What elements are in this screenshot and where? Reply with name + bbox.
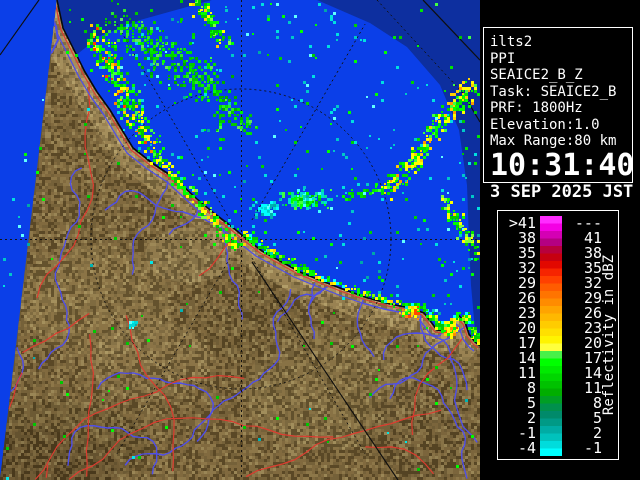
legend-rows: >41 --- 38 41 35 38 32 35 29 32 26 29 23 26 20 23 17 20 14… (502, 216, 618, 456)
legend-title: Reflectivity in dBZ (601, 254, 617, 416)
legend-row: 11 14 (502, 366, 618, 381)
legend-color-swatch (540, 426, 562, 441)
clock-date: 3 SEP 2025 JST (490, 181, 634, 202)
legend-right-label: -1 (583, 439, 602, 457)
legend-right-label: 11 (583, 379, 602, 397)
legend-color-swatch (540, 321, 562, 336)
legend-row: 38 41 (502, 231, 618, 246)
legend-color-swatch (540, 216, 562, 231)
legend-right-label: 2 (592, 424, 602, 442)
info-line: Max Range:80 km (490, 133, 617, 149)
legend-left-label: 11 (517, 364, 536, 382)
legend-left-label: 35 (517, 244, 536, 262)
legend-row: -1 2 (502, 426, 618, 441)
legend-row: 8 11 (502, 381, 618, 396)
legend-color-swatch (540, 366, 562, 381)
legend-right-label: --- (574, 214, 602, 232)
legend-row: 17 20 (502, 336, 618, 351)
legend-color-swatch (540, 381, 562, 396)
info-line: Task: SEAICE2_B (490, 83, 617, 100)
legend-right-label: 23 (583, 319, 602, 337)
legend-left-label: -1 (517, 424, 536, 442)
info-line: PRF: 1800Hz (490, 100, 583, 116)
info-line: Elevation:1.0 (490, 116, 600, 133)
legend-row: -4 -1 (502, 441, 618, 456)
reflectivity-legend: >41 --- 38 41 35 38 32 35 29 32 26 29 23 26 20 23 17 20 14… (497, 210, 623, 464)
legend-right-label: 35 (583, 259, 602, 277)
legend-left-label: 23 (517, 304, 536, 322)
info-line: PPI (490, 50, 516, 67)
legend-color-swatch (540, 336, 562, 351)
legend-title-wrap: Reflectivity in dBZ (600, 211, 618, 459)
legend-left-label: 5 (526, 394, 536, 412)
legend-right-label: 29 (583, 289, 602, 307)
legend-color-swatch (540, 246, 562, 261)
legend-right-label: 17 (583, 349, 602, 367)
legend-row: >41 --- (502, 216, 618, 231)
legend-left-label: 32 (517, 259, 536, 277)
legend-right-label: 20 (583, 334, 602, 352)
radar-info-lines: ilts2 PPI SEAICE2_B_Z Task: SEAICE2_B PRF: 1… (490, 34, 632, 150)
legend-right-label: 41 (583, 229, 602, 247)
legend-color-swatch (540, 411, 562, 426)
legend-color-swatch (540, 276, 562, 291)
legend-right-label: 5 (592, 409, 602, 427)
legend-left-label: 8 (526, 379, 536, 397)
legend-left-label: 20 (517, 319, 536, 337)
legend-left-label: 38 (517, 229, 536, 247)
legend-left-label: -4 (517, 439, 536, 457)
legend-row: 26 29 (502, 291, 618, 306)
legend-left-label: 17 (517, 334, 536, 352)
legend-left-label: >41 (508, 214, 536, 232)
legend-color-swatch (540, 441, 562, 456)
legend-row: 23 26 (502, 306, 618, 321)
legend-row: 29 32 (502, 276, 618, 291)
legend-color-swatch (540, 231, 562, 246)
legend-row: 35 38 (502, 246, 618, 261)
legend-left-label: 2 (526, 409, 536, 427)
legend-right-label: 32 (583, 274, 602, 292)
legend-color-swatch (540, 261, 562, 276)
legend-color-swatch (540, 291, 562, 306)
legend-color-swatch (540, 351, 562, 366)
clock-time: 10:31:40 (490, 147, 635, 183)
info-line: SEAICE2_B_Z (490, 67, 583, 83)
legend-right-label: 8 (592, 394, 602, 412)
legend-row: 32 35 (502, 261, 618, 276)
legend-left-label: 26 (517, 289, 536, 307)
legend-left-label: 29 (517, 274, 536, 292)
legend-color-swatch (540, 306, 562, 321)
legend-right-label: 26 (583, 304, 602, 322)
radar-info-panel: ilts2 PPI SEAICE2_B_Z Task: SEAICE2_B PRF: 1… (483, 27, 637, 201)
legend-color-swatch (540, 396, 562, 411)
legend-left-label: 14 (517, 349, 536, 367)
legend-row: 20 23 (502, 321, 618, 336)
legend-right-label: 14 (583, 364, 602, 382)
info-line: ilts2 (490, 34, 533, 50)
legend-right-label: 38 (583, 244, 602, 262)
radar-map-display (0, 0, 480, 480)
legend-row: 14 17 (502, 351, 618, 366)
